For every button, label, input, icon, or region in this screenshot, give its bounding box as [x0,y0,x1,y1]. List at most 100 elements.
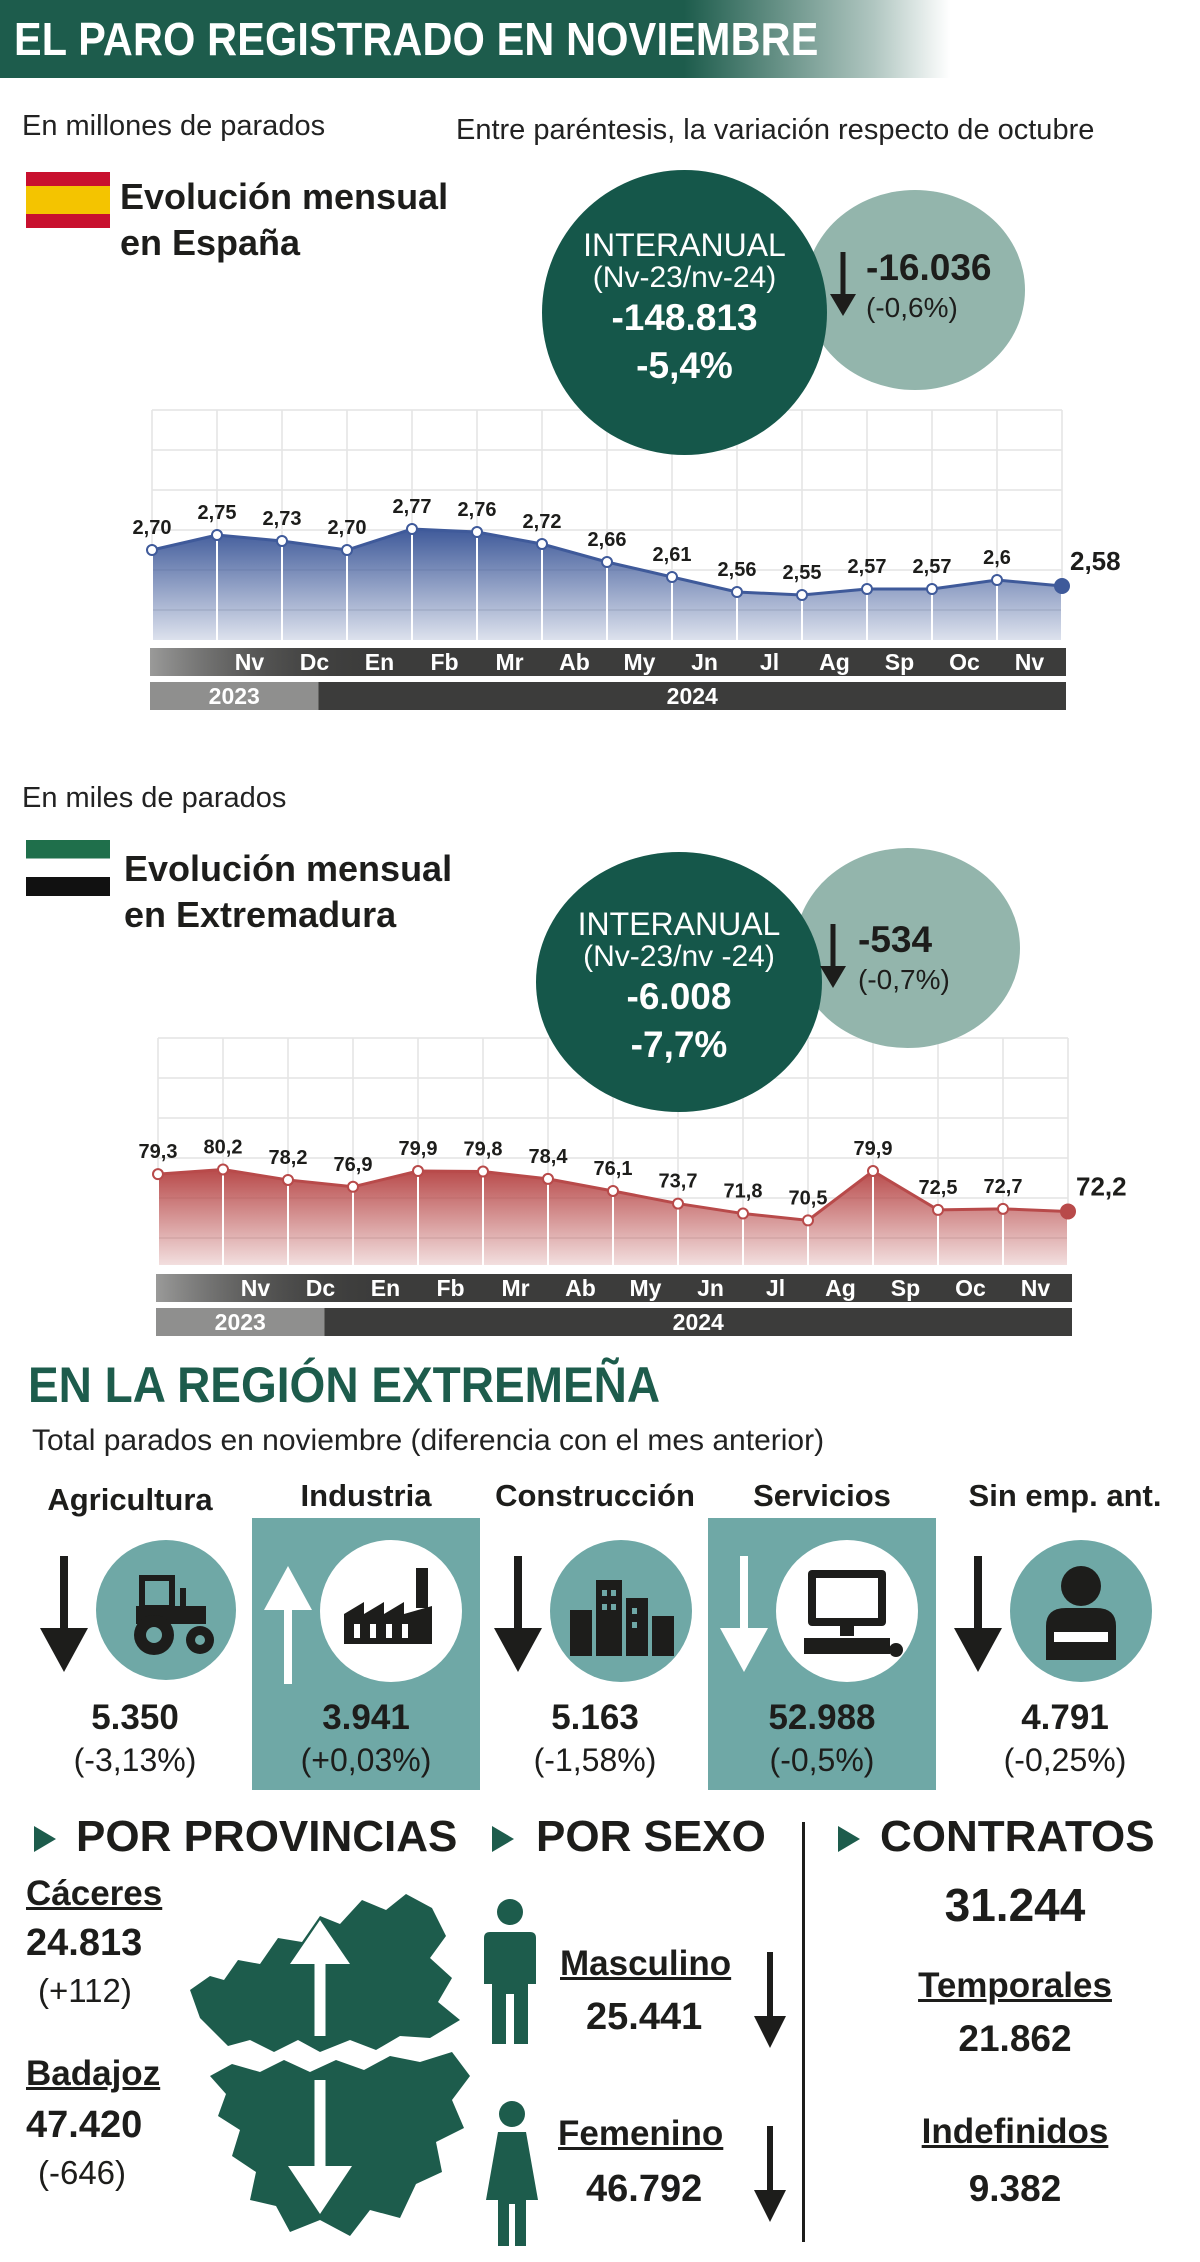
spain-monthly-pct: (-0,6%) [866,292,958,323]
buildings-icon [550,1540,692,1682]
sin-empleo-down-arrow-icon [954,1556,1002,1672]
es-month-label-12: Oc [949,649,980,675]
es-month-label-5: Mr [495,649,523,675]
servicios-down-arrow-icon [720,1556,768,1672]
factory-icon [320,1540,462,1682]
ex-value-label-8: 73,7 [659,1171,698,1193]
sector-label-sin-empleo: Sin emp. ant. [968,1478,1162,1513]
ex-point-9 [737,1207,749,1220]
ex-value-label-4: 79,9 [399,1138,438,1160]
extremadura-monthly-pct: (-0,7%) [858,964,950,995]
es-value-label-2: 2,73 [263,508,302,530]
construccion-down-arrow-icon [494,1556,542,1672]
ex-month-label-13: Nv [1021,1275,1051,1301]
agricultura-value: 5.350 [91,1698,179,1737]
sex-value-masculino: 25.441 [586,1996,703,2038]
ex-point-4 [412,1165,424,1178]
es-value-label-10: 2,55 [783,562,822,584]
contratos-bullet-icon [838,1826,860,1852]
extremadura-chart: 79,3 80,2 78,2 76,9 79,9 79,8 78,4 76,1 73,7 71,8… [139,1037,1127,1336]
ex-point-3 [347,1180,359,1193]
contracts-indefinidos-label: Indefinidos [921,2112,1109,2151]
ex-value-label-11: 79,9 [854,1138,893,1160]
sector-label-construccion: Construcción [495,1478,695,1513]
sector-label-servicios: Servicios [753,1478,891,1513]
ex-year-band-2024 [324,1308,1072,1336]
ex-value-label-10: 70,5 [789,1187,828,1209]
ex-year-band-2023 [156,1308,325,1336]
ex-point-5 [477,1165,489,1178]
provincias-bullet-icon [34,1826,56,1852]
extremadura-interanual-label: INTERANUAL [577,906,781,942]
es-point-2 [276,535,288,547]
ex-value-label-0: 79,3 [139,1141,178,1163]
region-title: EN LA REGIÓN EXTREMEÑA [28,1357,661,1413]
es-point-4 [406,523,418,535]
spain-interanual-pct: -5,4% [636,345,733,386]
ex-point-8 [672,1197,684,1210]
ex-year-label-0: 2023 [215,1309,266,1335]
contracts-temporales-value: 21.862 [958,2018,1072,2059]
spain-monthly-down-arrow-icon [830,252,856,316]
ex-point-10 [802,1214,814,1227]
es-year-label-1: 2024 [667,683,718,709]
spain-flag-icon [26,172,110,228]
province-diff-caceres: (+112) [38,1972,132,2009]
spain-interanual-value: -148.813 [611,297,758,338]
ex-month-label-11: Sp [891,1275,920,1301]
sector-label-agricultura: Agricultura [47,1482,213,1517]
es-year-label-0: 2023 [209,683,260,709]
construccion-value: 5.163 [551,1698,639,1737]
ex-month-label-6: Ab [565,1275,596,1301]
contracts-total: 31.244 [944,1879,1086,1931]
es-value-label-6: 2,72 [523,511,562,533]
es-value-label-11: 2,57 [848,556,887,578]
ex-value-label-9: 71,8 [724,1181,763,1203]
extremadura-interanual-period: (Nv-23/nv -24) [583,940,775,973]
es-year-band-2023 [150,682,319,710]
ex-value-label-5: 79,8 [464,1139,503,1161]
femenino-down-arrow-icon [754,2126,786,2222]
es-point-3 [341,544,353,556]
province-name-badajoz: Badajoz [26,2054,161,2093]
es-month-label-9: Jl [760,649,779,675]
extremadura-title-line2: en Extremadura [124,894,397,935]
es-month-label-1: Nv [235,649,265,675]
caceres-up-arrow-icon [290,1920,350,2036]
badajoz-map-shape [210,2052,470,2236]
servicios-pct: (-0,5%) [769,1742,875,1778]
badajoz-down-arrow-icon [288,2080,352,2214]
spain-chart: 2,70 2,75 2,73 2,70 2,77 2,76 2,72 2,66 2,61 2,56… [133,409,1121,710]
ex-year-label-1: 2024 [673,1309,724,1335]
ex-point-6 [542,1172,554,1185]
province-value-caceres: 24.813 [26,1922,143,1964]
es-point-1 [211,529,223,541]
es-point-0 [146,544,158,556]
agricultura-pct: (-3,13%) [73,1742,197,1778]
contracts-temporales-label: Temporales [918,1966,1112,2005]
ex-value-label-3: 76,9 [334,1154,373,1176]
sexo-title: POR SEXO [536,1812,766,1861]
es-value-label-3: 2,70 [328,517,367,539]
ex-month-label-10: Ag [825,1275,856,1301]
provinces-map [190,1894,470,2236]
es-value-label-8: 2,61 [653,544,692,566]
contracts-indefinidos-value: 9.382 [968,2168,1062,2209]
ex-value-label-14: 72,2 [1076,1171,1127,1201]
es-value-label-12: 2,57 [913,556,952,578]
extremadura-interanual-pct: -7,7% [630,1024,728,1065]
ex-point-0 [152,1168,164,1181]
industria-value: 3.941 [322,1698,410,1737]
ex-value-label-1: 80,2 [204,1136,243,1158]
female-figure-icon [486,2101,538,2246]
extremadura-title-line1: Evolución mensual [124,848,453,889]
es-point-13 [991,574,1003,586]
ex-month-label-2: Dc [306,1275,336,1301]
extremadura-interanual-value: -6.008 [626,976,732,1017]
es-month-label-7: My [624,649,656,675]
page-title: EL PARO REGISTRADO EN NOVIEMBRE [14,13,819,65]
ex-value-label-6: 78,4 [529,1146,569,1168]
ex-point-14 [1060,1203,1076,1220]
es-point-10 [796,589,808,601]
es-month-label-3: En [365,649,394,675]
